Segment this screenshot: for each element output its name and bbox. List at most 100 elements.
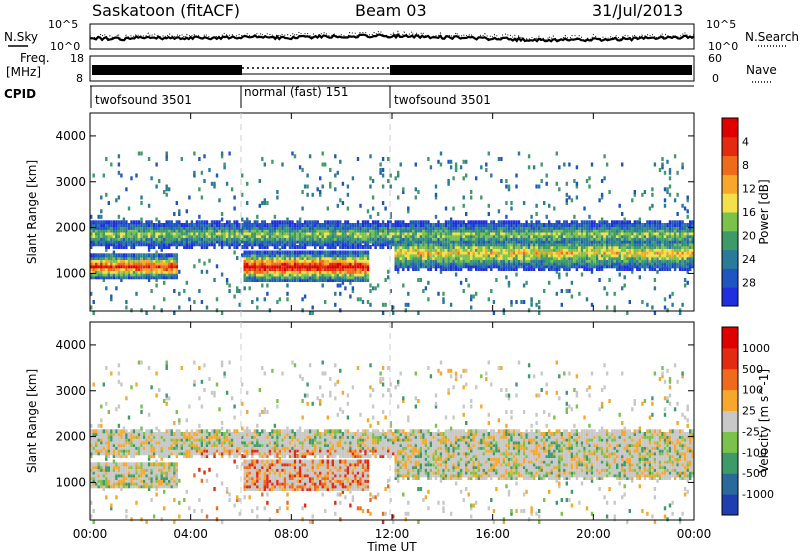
- power-cell: [93, 311, 95, 315]
- velocity-cell: [100, 418, 102, 422]
- power-cell: [221, 218, 223, 222]
- power-cell: [143, 223, 145, 227]
- power-cell: [105, 193, 107, 197]
- y-tick-label: 2000: [55, 221, 86, 235]
- power-cell: [588, 215, 590, 219]
- power-cell: [417, 311, 419, 315]
- power-cell: [681, 163, 683, 167]
- power-cell: [100, 220, 102, 224]
- power-cell: [264, 198, 266, 202]
- power-cell: [296, 251, 298, 255]
- velocity-cell: [128, 462, 130, 466]
- power-cell: [465, 223, 467, 227]
- power-cell: [115, 286, 117, 290]
- power-cell: [374, 220, 376, 224]
- power-cell: [505, 275, 507, 279]
- power-cell: [603, 176, 605, 180]
- power-cell: [236, 286, 238, 290]
- power-cell: [171, 220, 173, 224]
- power-cell: [301, 251, 303, 255]
- power-cell: [98, 215, 100, 219]
- velocity-cell: [103, 462, 105, 466]
- power-cell: [221, 273, 223, 277]
- power-cell: [226, 278, 228, 282]
- power-cell: [203, 220, 205, 224]
- power-cell: [198, 259, 200, 263]
- power-cell: [362, 251, 364, 255]
- power-cell: [251, 223, 253, 227]
- power-cell: [130, 253, 132, 257]
- power-cell: [135, 174, 137, 178]
- power-cell: [163, 253, 165, 257]
- power-cell: [621, 163, 623, 167]
- power-cell: [659, 220, 661, 224]
- power-cell: [608, 190, 610, 194]
- power-cell: [435, 223, 437, 227]
- velocity-cell: [125, 515, 127, 519]
- power-cell: [523, 201, 525, 205]
- freq-label-line1: Freq.: [20, 51, 50, 65]
- power-cell: [286, 297, 288, 301]
- power-cell: [327, 220, 329, 224]
- velocity-cell: [110, 372, 112, 376]
- freq-tick-left-top: 18: [70, 52, 84, 65]
- power-cell: [684, 223, 686, 227]
- power-cell: [211, 220, 213, 224]
- power-cell: [571, 220, 573, 224]
- power-cell: [558, 273, 560, 277]
- power-cell: [440, 223, 442, 227]
- power-cell: [488, 204, 490, 208]
- power-cell: [206, 270, 208, 274]
- power-cell: [508, 220, 510, 224]
- power-cell: [369, 176, 371, 180]
- power-cell: [354, 223, 356, 227]
- power-cell: [279, 248, 281, 252]
- power-cell: [676, 220, 678, 224]
- power-cell: [488, 223, 490, 227]
- power-cell: [520, 223, 522, 227]
- power-cell: [576, 182, 578, 186]
- power-cell: [480, 220, 482, 224]
- power-cell: [405, 308, 407, 312]
- power-cell: [256, 306, 258, 310]
- velocity-cell: [98, 429, 100, 433]
- power-cell: [317, 251, 319, 255]
- power-cell: [123, 218, 125, 222]
- power-cell: [309, 220, 311, 224]
- power-cell: [558, 220, 560, 224]
- power-cell: [324, 163, 326, 167]
- power-cell: [130, 176, 132, 180]
- power-cell: [100, 196, 102, 200]
- power-cell: [664, 171, 666, 175]
- power-cell: [624, 218, 626, 222]
- power-cell: [395, 220, 397, 224]
- power-cell: [163, 190, 165, 194]
- power-cell: [244, 220, 246, 224]
- velocity-cell: [123, 462, 125, 466]
- power-cell: [573, 220, 575, 224]
- power-cell: [158, 253, 160, 257]
- power-cell: [452, 207, 454, 211]
- power-cell: [566, 273, 568, 277]
- velocity-cell: [123, 427, 125, 431]
- power-cell: [309, 154, 311, 158]
- power-cell: [530, 215, 532, 219]
- power-cell: [483, 220, 485, 224]
- power-cell: [666, 160, 668, 164]
- power-cell: [342, 182, 344, 186]
- power-cell: [299, 165, 301, 169]
- power-cell: [145, 220, 147, 224]
- power-cell: [168, 187, 170, 191]
- power-cell: [319, 190, 321, 194]
- power-cell: [561, 303, 563, 307]
- velocity-cell: [120, 383, 122, 387]
- power-cell: [312, 311, 314, 315]
- power-cell: [687, 196, 689, 200]
- power-cell: [442, 297, 444, 301]
- power-cell: [463, 220, 465, 224]
- power-cell: [377, 284, 379, 288]
- power-cell: [611, 220, 613, 224]
- power-cell: [624, 275, 626, 279]
